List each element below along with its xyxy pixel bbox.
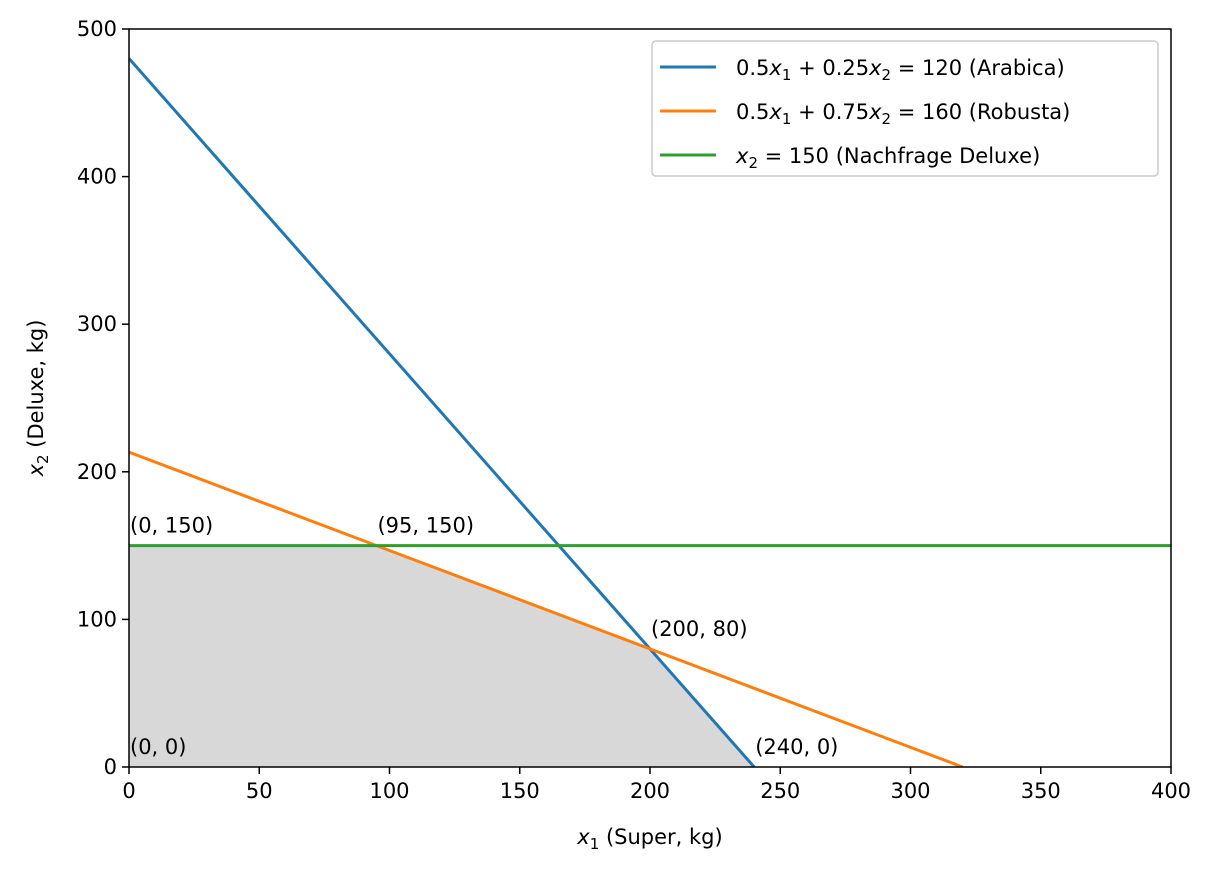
plot-area: (0, 150) (95, 150) (200, 80) (240, 0) (0, 0) bbox=[129, 57, 1171, 767]
x-tick-label: 200 bbox=[630, 779, 670, 803]
y-tick-label: 300 bbox=[77, 312, 117, 336]
annotation-label: (200, 80) bbox=[651, 617, 748, 641]
legend-box bbox=[651, 40, 1159, 177]
y-axis-label: x2 (Deluxe, kg) bbox=[24, 320, 52, 478]
legend-label-1: 0.5x1 + 0.25x2 = 120 (Arabica) bbox=[736, 56, 1065, 84]
annotation-label: (0, 0) bbox=[130, 735, 186, 759]
y-tick-label: 100 bbox=[77, 607, 117, 631]
legend-label-3: x2 = 150 (Nachfrage Deluxe) bbox=[735, 144, 1040, 172]
y-tick-label: 200 bbox=[77, 460, 117, 484]
x-tick-label: 150 bbox=[500, 779, 540, 803]
legend-label-2: 0.5x1 + 0.75x2 = 160 (Robusta) bbox=[736, 100, 1070, 128]
x-tick-label: 300 bbox=[890, 779, 930, 803]
feasible-region bbox=[129, 545, 755, 767]
y-tick-label: 400 bbox=[77, 165, 117, 189]
annotation-label: (0, 150) bbox=[130, 514, 213, 538]
x-tick-label: 350 bbox=[1021, 779, 1061, 803]
x-tick-label: 400 bbox=[1151, 779, 1191, 803]
y-tick-label: 500 bbox=[77, 17, 117, 41]
series-line-2 bbox=[129, 450, 964, 767]
annotation-label: (240, 0) bbox=[755, 735, 838, 759]
annotation-label: (95, 150) bbox=[377, 514, 474, 538]
y-tick-label: 0 bbox=[104, 755, 117, 779]
x-tick-label: 100 bbox=[369, 779, 409, 803]
x-tick-label: 0 bbox=[122, 779, 135, 803]
x-axis-label: x1 (Super, kg) bbox=[576, 825, 722, 853]
x-tick-label: 250 bbox=[760, 779, 800, 803]
x-tick-label: 50 bbox=[246, 779, 273, 803]
